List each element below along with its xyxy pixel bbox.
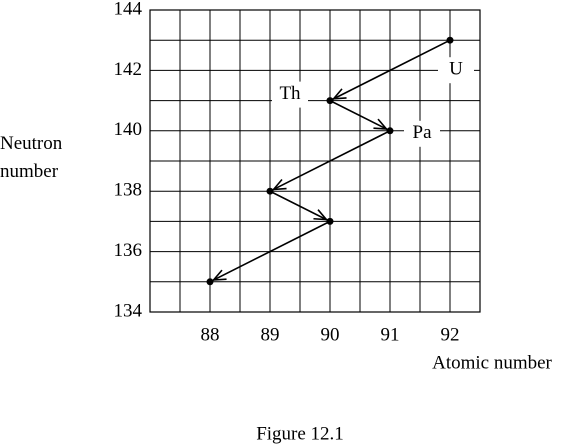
point (326, 217, 334, 225)
x-tick-label: 89 (261, 324, 280, 345)
point (326, 97, 334, 105)
label-background (404, 120, 440, 147)
point-label: Th (279, 83, 301, 104)
label-background (438, 57, 474, 84)
x-tick-label: 90 (321, 324, 340, 345)
point (386, 127, 394, 135)
y-axis-label: Neutron number (0, 133, 63, 182)
label-background (272, 81, 308, 108)
point (266, 187, 274, 195)
point (446, 36, 454, 44)
point-label: Pa (413, 122, 433, 143)
arrowhead (331, 88, 347, 100)
x-axis-label: Atomic number (432, 352, 552, 373)
arrowhead (373, 118, 389, 130)
y-tick-label: 144 (114, 0, 143, 19)
arrowhead (313, 209, 329, 221)
arrowhead (211, 269, 227, 281)
x-tick-label: 91 (381, 324, 400, 345)
point (206, 278, 214, 286)
x-tick-label: 92 (441, 324, 460, 345)
y-tick-label: 136 (114, 240, 143, 261)
x-tick-label: 88 (201, 324, 220, 345)
y-tick-label: 134 (114, 300, 143, 321)
chart-title: Figure 12.1 (256, 423, 344, 444)
decay-line (209, 39, 451, 283)
y-tick-label: 142 (114, 59, 143, 80)
y-tick-label: 138 (114, 180, 143, 201)
arrowhead (271, 178, 287, 191)
point-label: U (449, 59, 463, 80)
plot-border (149, 9, 481, 313)
y-tick-label: 140 (114, 119, 143, 140)
